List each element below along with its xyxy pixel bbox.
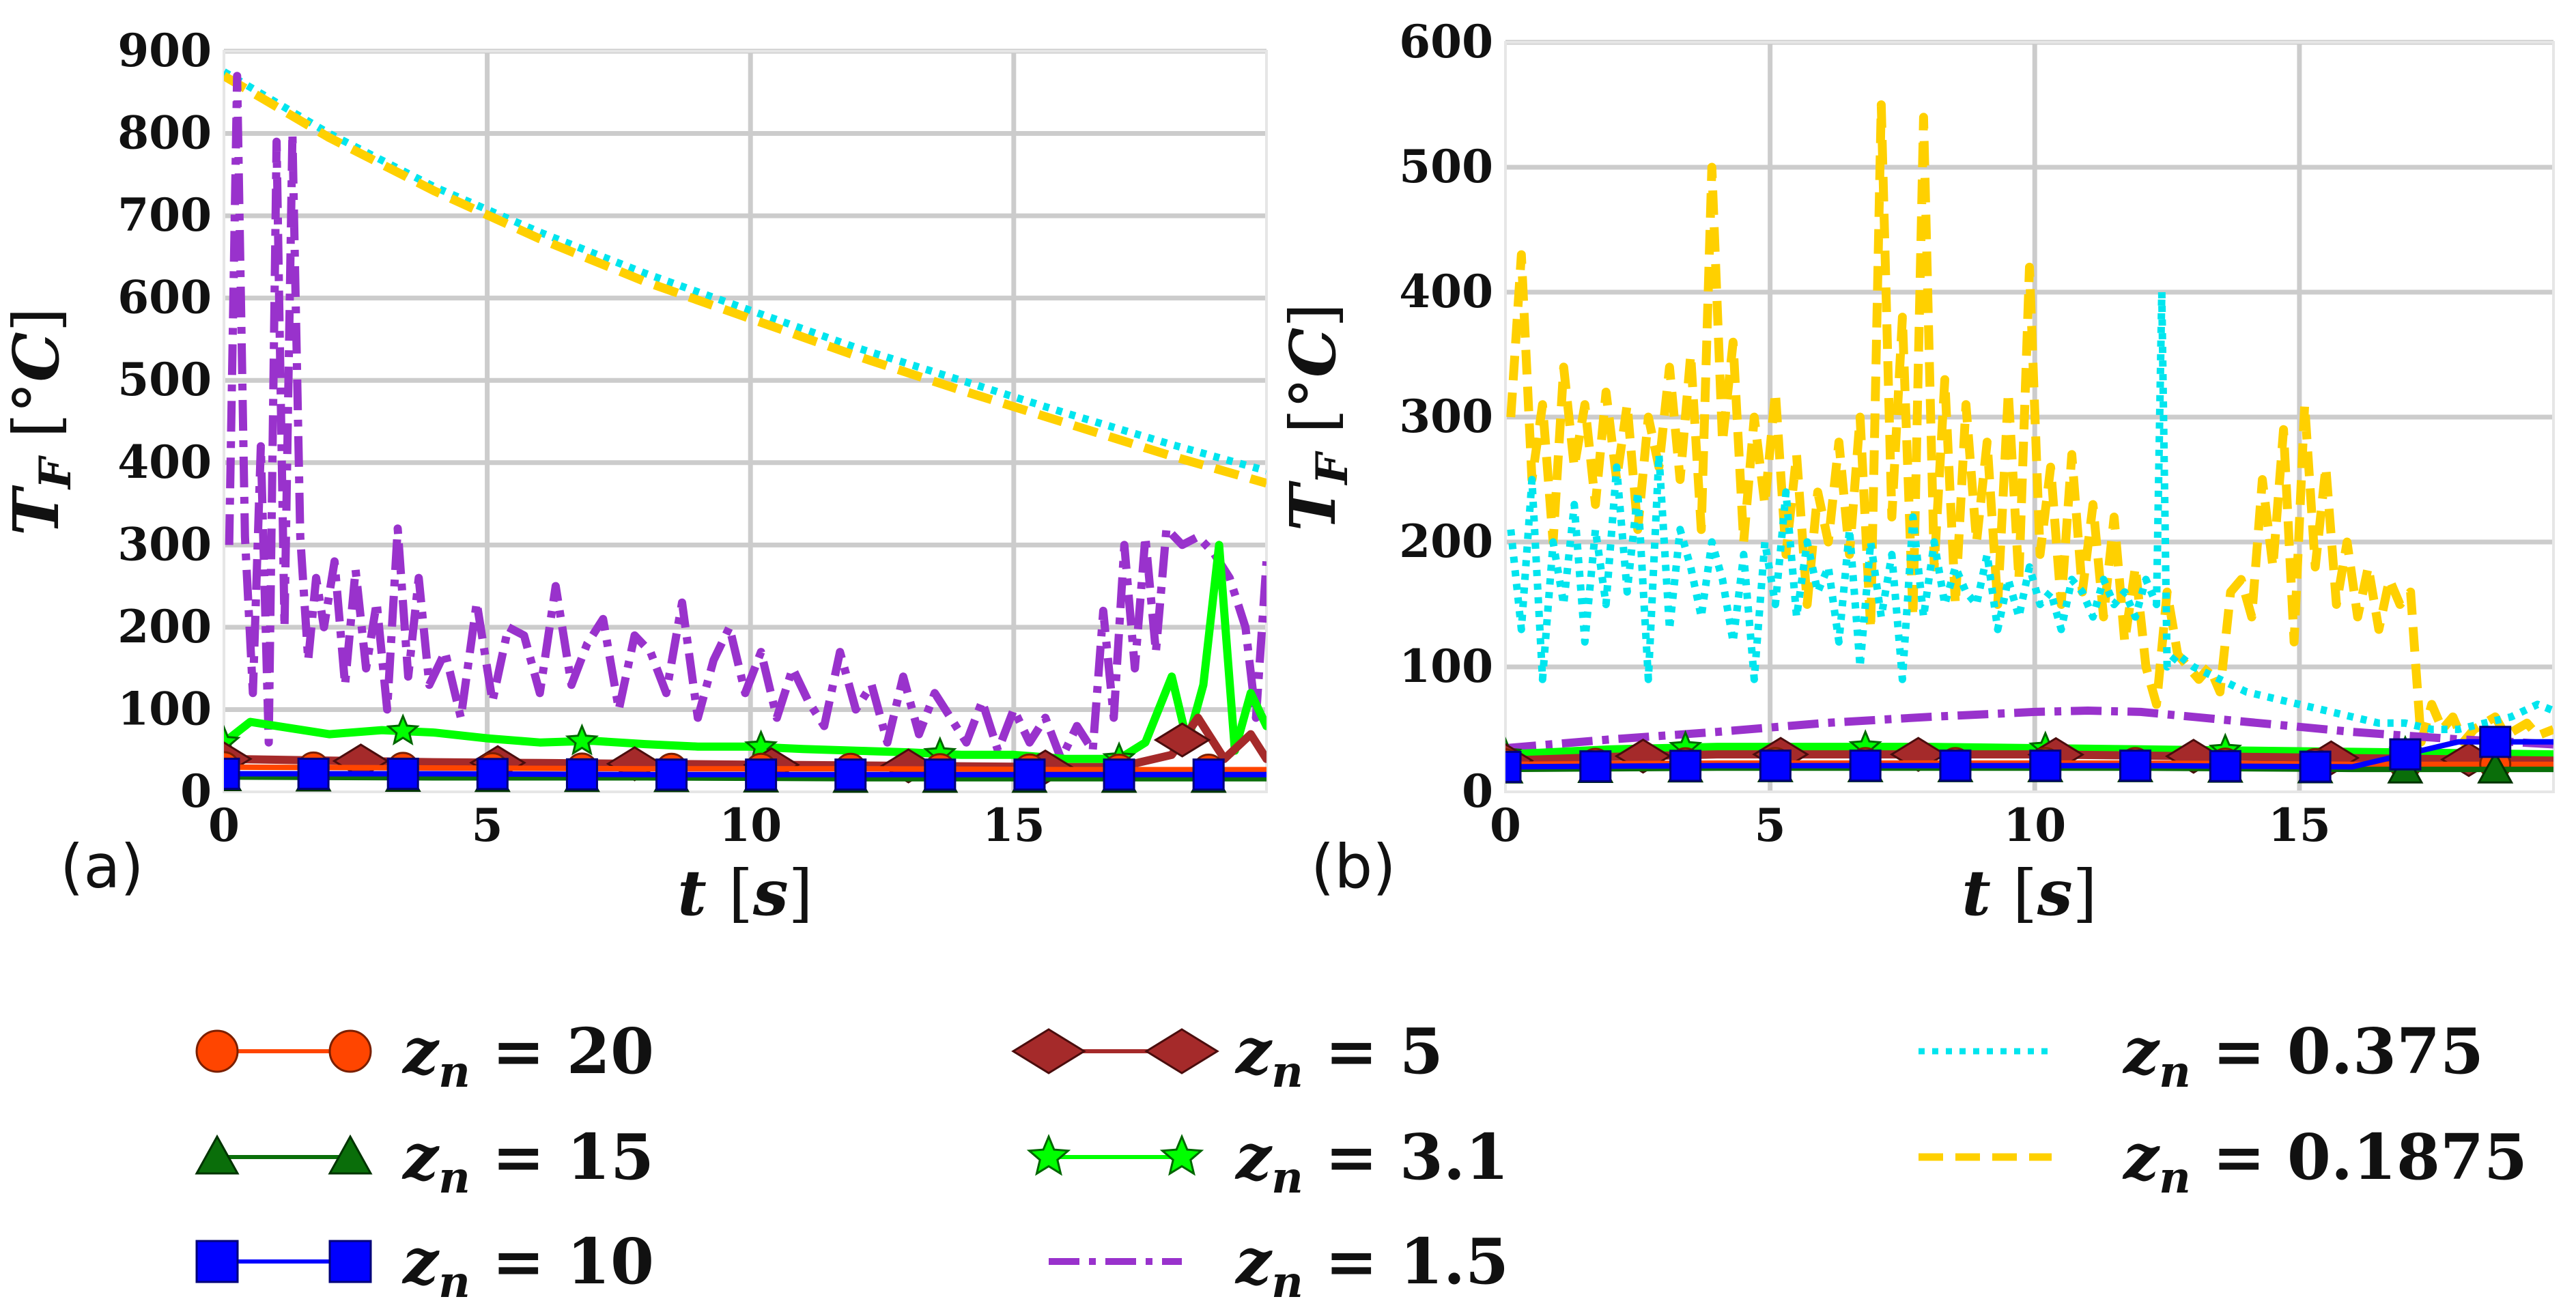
legend-label: zn = 0.1875 xyxy=(2122,1120,2528,1203)
y-tick-label: 0 xyxy=(180,765,212,818)
series-marker-zn10 xyxy=(1013,758,1046,791)
y-axis-label: TF [°C] xyxy=(1276,303,1358,531)
legend-marker xyxy=(195,1029,239,1073)
legend-label: zn = 1.5 xyxy=(1234,1225,1509,1308)
series-marker-zn10 xyxy=(834,758,867,791)
series-marker-zn15 xyxy=(2477,750,2514,784)
series-line-zn1_5 xyxy=(225,72,1266,763)
legend-item-zn20: zn = 20 xyxy=(195,1014,654,1098)
panel-a: 0 5 10 15 0 100 200 300 400 500 600 700 800 900 t [s] T… xyxy=(0,24,1268,930)
legend-label: zn = 15 xyxy=(401,1120,654,1203)
x-tick-label: 5 xyxy=(472,799,503,852)
legend-marker xyxy=(1159,1134,1204,1176)
series-marker-zn10 xyxy=(924,758,957,791)
series-marker-zn10 xyxy=(224,757,240,790)
legend-marker xyxy=(1011,1028,1086,1074)
legend-item-zn3_1: zn = 3.1 xyxy=(1026,1120,1509,1203)
series-marker-zn5 xyxy=(1153,722,1211,758)
x-tick-label: 15 xyxy=(2268,799,2331,852)
series-line-zn0_1875 xyxy=(1506,100,2553,747)
series-marker-zn10 xyxy=(2209,750,2241,782)
legend-item-zn1_5: zn = 1.5 xyxy=(1049,1225,1509,1308)
legend-item-zn0_375: zn = 0.375 xyxy=(1919,1014,2484,1098)
grid xyxy=(224,48,1266,792)
legend-marker xyxy=(328,1240,372,1283)
series-marker-zn10 xyxy=(655,758,688,791)
legend-label: zn = 0.375 xyxy=(2122,1014,2484,1098)
series-marker-zn10 xyxy=(2389,738,2422,771)
y-tick-label: 300 xyxy=(117,517,212,571)
y-tick-label: 500 xyxy=(1399,140,1493,193)
y-tick-label: 100 xyxy=(117,682,212,735)
series-marker-zn10 xyxy=(386,757,419,790)
legend-marker xyxy=(328,1134,373,1175)
y-tick-label: 700 xyxy=(117,188,212,242)
series-marker-zn10 xyxy=(1103,758,1135,791)
x-tick-label: 10 xyxy=(2003,799,2066,852)
plot-frame xyxy=(1504,41,2555,793)
series-marker-zn10 xyxy=(2119,750,2152,782)
series-marker-zn10 xyxy=(1849,750,1882,782)
x-axis-label: t [s] xyxy=(677,856,812,930)
legend-label: zn = 3.1 xyxy=(1234,1120,1509,1203)
panel-b: 0 5 10 15 0 100 200 300 400 500 600 t [s] TF [°C] (b) xyxy=(1276,15,2555,930)
series-line-zn0_375 xyxy=(1507,288,2553,733)
x-tick-label: 10 xyxy=(719,799,782,852)
legend-item-zn15: zn = 15 xyxy=(195,1120,654,1203)
y-tick-label: 600 xyxy=(1399,15,1493,68)
legend-marker xyxy=(1144,1028,1219,1074)
series-marker-zn10 xyxy=(1669,750,1702,782)
legend-label: zn = 10 xyxy=(401,1225,654,1308)
y-axis-label: TF [°C] xyxy=(0,307,81,535)
series-marker-zn10 xyxy=(1579,750,1612,783)
series-marker-zn10 xyxy=(745,758,778,791)
panel-label: (b) xyxy=(1311,831,1396,902)
legend-marker xyxy=(195,1134,240,1175)
y-tick-label: 600 xyxy=(117,271,212,324)
legend-item-zn0_1875: zn = 0.1875 xyxy=(1919,1120,2528,1203)
series-marker-zn10 xyxy=(2479,726,2512,758)
y-tick-label: 900 xyxy=(117,24,212,77)
legend-marker xyxy=(195,1240,239,1283)
series-marker-zn10 xyxy=(1939,750,1972,782)
series-marker-zn10 xyxy=(1192,758,1225,791)
series-marker-zn10 xyxy=(1505,750,1522,783)
series-marker-zn10 xyxy=(476,758,509,790)
legend-marker xyxy=(1026,1134,1071,1176)
x-tick-label: 0 xyxy=(1490,799,1521,852)
legend-marker xyxy=(328,1029,372,1073)
x-tick-label: 5 xyxy=(1755,799,1786,852)
y-tick-label: 400 xyxy=(1399,265,1493,318)
series-group xyxy=(1505,100,2553,784)
x-tick-label: 15 xyxy=(982,799,1045,852)
series-marker-zn10 xyxy=(565,758,598,790)
series-line-zn0_1875 xyxy=(224,72,1266,488)
y-tick-label: 0 xyxy=(1462,765,1493,818)
series-marker-zn10 xyxy=(2029,750,2062,782)
series-marker-zn10 xyxy=(1759,750,1792,782)
series-marker-zn3_1 xyxy=(386,713,420,745)
x-tick-label: 0 xyxy=(208,799,240,852)
panel-label: (a) xyxy=(60,831,144,902)
legend-label: zn = 20 xyxy=(401,1014,654,1098)
legend-item-zn5: zn = 5 xyxy=(1011,1014,1443,1098)
series-line-zn1_5 xyxy=(1505,707,2553,752)
series-line-zn0_375 xyxy=(224,68,1266,475)
y-tick-label: 300 xyxy=(1399,390,1493,443)
legend: zn = 20 zn = 15 zn = 10 zn = 5 zn = 3.1 zn = … xyxy=(195,1014,2528,1308)
series-marker-zn3_1 xyxy=(565,723,599,756)
y-tick-label: 400 xyxy=(117,436,212,489)
y-tick-label: 500 xyxy=(117,353,212,406)
series-group xyxy=(224,68,1266,793)
series-marker-zn10 xyxy=(297,757,330,790)
y-tick-label: 200 xyxy=(117,600,212,653)
legend-item-zn10: zn = 10 xyxy=(195,1225,654,1308)
series-marker-zn10 xyxy=(2299,750,2332,783)
y-tick-label: 800 xyxy=(117,106,212,160)
y-tick-label: 200 xyxy=(1399,515,1493,568)
y-tick-label: 100 xyxy=(1399,640,1493,693)
legend-label: zn = 5 xyxy=(1234,1014,1443,1098)
x-axis-label: t [s] xyxy=(1962,856,2097,930)
